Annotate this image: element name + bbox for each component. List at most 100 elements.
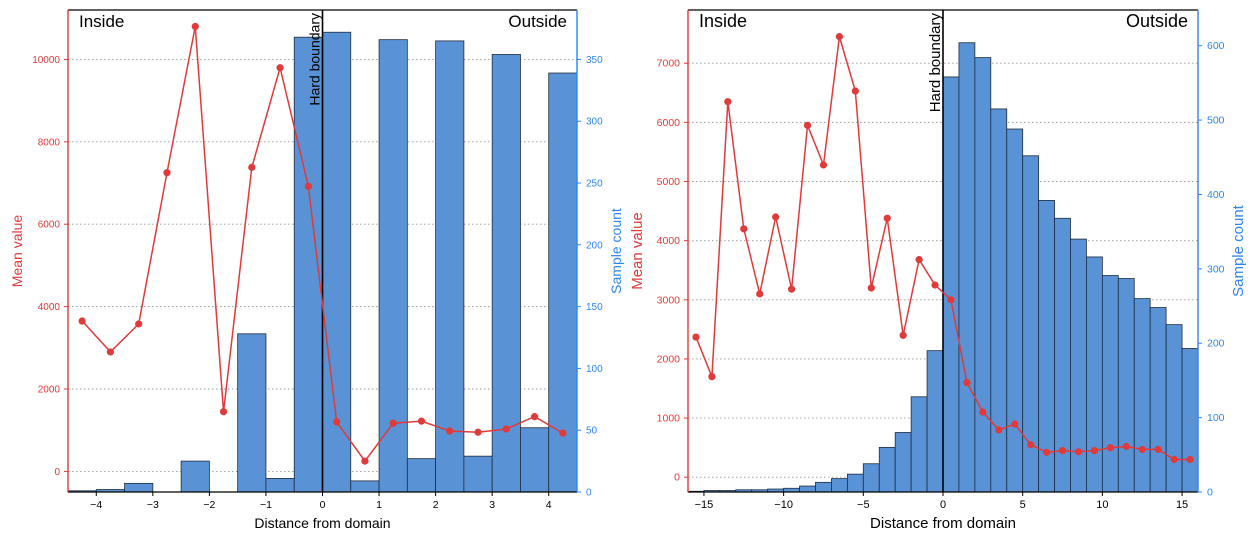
x-tick-label: −3 xyxy=(147,499,159,511)
mean-value-point xyxy=(389,419,397,427)
mean-value-point xyxy=(530,413,539,421)
mean-value-point xyxy=(1090,447,1099,455)
mean-value-point xyxy=(756,290,764,298)
right-y-tick-label: 250 xyxy=(586,179,603,190)
mean-value-point xyxy=(1138,445,1146,454)
mean-value-point xyxy=(1042,448,1051,456)
mean-value-point xyxy=(835,33,844,41)
mean-value-point xyxy=(1058,447,1067,455)
left-y-axis-label: Mean value xyxy=(629,212,646,290)
left-y-tick-label: 6000 xyxy=(38,220,61,231)
mean-value-point xyxy=(931,281,939,289)
right-y-tick-label: 50 xyxy=(586,426,598,437)
mean-value-point xyxy=(740,225,748,233)
left-y-tick-label: 8000 xyxy=(38,137,61,148)
mean-value-point xyxy=(78,317,86,325)
histogram-bar xyxy=(958,42,976,493)
mean-value-point xyxy=(163,169,171,177)
histogram-bar xyxy=(265,478,295,493)
right-y-axis-label: Sample count xyxy=(608,208,624,294)
mean-value-point xyxy=(787,285,796,293)
x-axis-label: Distance from domain xyxy=(254,515,390,531)
x-tick-label: −15 xyxy=(695,499,714,511)
histogram-bar xyxy=(1006,128,1024,493)
histogram-bar xyxy=(990,108,1008,493)
mean-value-point xyxy=(106,348,115,356)
mean-value-point xyxy=(772,213,780,221)
mean-value-point xyxy=(1170,455,1178,464)
x-tick-label: −2 xyxy=(203,499,215,511)
right-y-tick-label: 100 xyxy=(586,364,603,375)
right-y-tick-label: 500 xyxy=(1207,115,1225,127)
histogram-bar xyxy=(350,480,380,493)
mean-value-point xyxy=(276,64,284,72)
mean-value-point xyxy=(474,428,482,436)
histogram-bar xyxy=(831,478,848,493)
left-y-tick-label: 5000 xyxy=(657,176,681,188)
mean-value-point xyxy=(979,408,987,416)
histogram-bar xyxy=(548,72,578,493)
x-tick-label: 2 xyxy=(433,499,439,511)
mean-value-point xyxy=(851,87,859,95)
histogram-bar xyxy=(435,40,465,493)
histogram-bar xyxy=(1086,256,1103,493)
x-tick-label: 4 xyxy=(546,499,552,511)
left-y-tick-label: 1000 xyxy=(657,413,681,425)
left-y-tick-label: 10000 xyxy=(32,55,60,66)
hard-boundary-label: Hard boundary xyxy=(927,13,944,113)
right-y-tick-label: 200 xyxy=(586,240,603,251)
mean-value-point xyxy=(867,284,875,292)
histogram-bar xyxy=(1149,307,1167,493)
histogram-bar xyxy=(520,427,550,493)
x-tick-label: −5 xyxy=(857,499,870,511)
mean-value-point xyxy=(446,427,454,435)
right-y-tick-label: 100 xyxy=(1207,412,1225,424)
left-y-tick-label: 2000 xyxy=(657,353,681,365)
histogram-bar xyxy=(974,57,992,493)
mean-value-point xyxy=(248,163,256,171)
right-y-tick-label: 400 xyxy=(1207,189,1225,201)
mean-value-point xyxy=(417,417,426,425)
mean-value-point xyxy=(1122,442,1130,451)
left-y-tick-label: 6000 xyxy=(657,117,681,129)
region-label-outside: Outside xyxy=(508,12,567,31)
histogram-bar xyxy=(406,458,437,493)
hard-boundary-label: Hard boundary xyxy=(307,13,323,106)
mean-value-point xyxy=(899,331,907,339)
mean-value-point xyxy=(803,121,812,129)
histogram-bar xyxy=(862,463,880,493)
left-y-tick-label: 2000 xyxy=(38,385,61,396)
x-tick-label: 3 xyxy=(489,499,495,511)
histogram-bar xyxy=(910,396,928,493)
mean-value-point xyxy=(1186,455,1194,464)
histogram-bar xyxy=(1101,275,1119,493)
histogram-bar xyxy=(942,76,960,493)
x-tick-label: 1 xyxy=(376,499,382,511)
mean-value-line xyxy=(81,26,564,463)
histogram-bar xyxy=(926,350,944,493)
left-y-axis-label: Mean value xyxy=(9,215,25,288)
x-tick-label: 5 xyxy=(1020,499,1026,511)
mean-value-point xyxy=(915,255,923,264)
right-y-tick-label: 0 xyxy=(1207,487,1213,499)
mean-value-point xyxy=(1027,441,1035,449)
x-tick-label: 0 xyxy=(940,499,946,511)
mean-value-point xyxy=(135,320,143,328)
histogram-bar xyxy=(237,333,267,493)
histogram-bar xyxy=(124,482,154,493)
left-y-tick-label: 3000 xyxy=(657,294,681,306)
right-y-tick-label: 150 xyxy=(586,302,603,313)
histogram-bar xyxy=(1038,200,1055,493)
histogram-bar xyxy=(878,446,896,493)
chart-panel-1: −4 −3 −2 −1 0 1 2 3 4 0 2000 4000 6000 8000 10000 0 50 10… xyxy=(9,9,624,531)
mean-value-point xyxy=(502,425,510,433)
histogram-bar xyxy=(846,473,864,493)
region-label-inside: Inside xyxy=(79,12,124,31)
right-y-tick-label: 300 xyxy=(586,117,603,128)
mean-value-point xyxy=(708,373,716,381)
left-y-tick-label: 4000 xyxy=(657,235,681,247)
left-y-tick-label: 0 xyxy=(54,467,60,478)
histogram-bar xyxy=(894,432,912,493)
x-axis-label: Distance from domain xyxy=(870,515,1016,532)
